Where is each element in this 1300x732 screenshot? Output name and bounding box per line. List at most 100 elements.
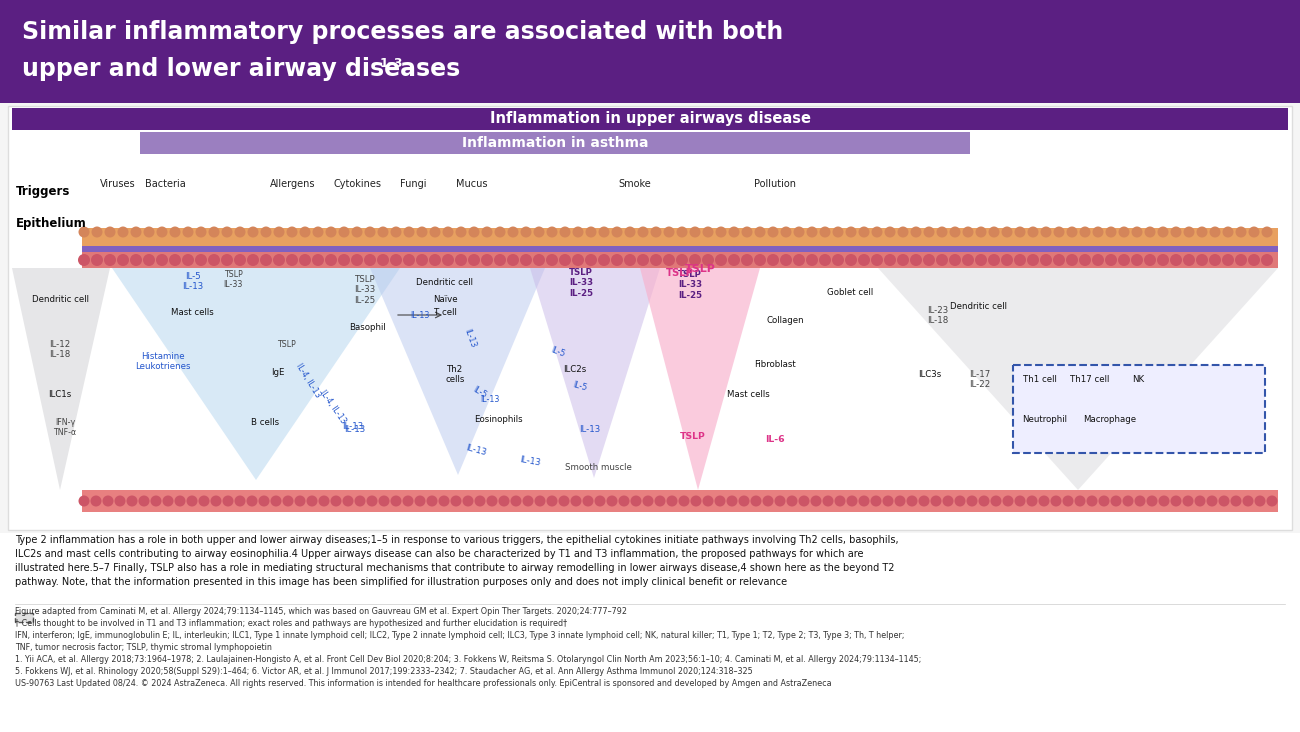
Circle shape: [342, 496, 354, 507]
Circle shape: [1087, 496, 1097, 507]
Circle shape: [650, 226, 662, 237]
Circle shape: [845, 226, 857, 237]
Circle shape: [806, 254, 818, 266]
Circle shape: [624, 254, 636, 266]
Circle shape: [1222, 254, 1234, 266]
Circle shape: [1014, 496, 1026, 507]
Circle shape: [295, 496, 306, 507]
FancyBboxPatch shape: [82, 246, 1278, 252]
Text: Th2
cells: Th2 cells: [446, 365, 464, 384]
Circle shape: [936, 226, 948, 237]
Circle shape: [325, 254, 337, 266]
Circle shape: [104, 254, 116, 266]
Circle shape: [1157, 226, 1169, 237]
Circle shape: [884, 226, 896, 237]
Circle shape: [103, 496, 113, 507]
Circle shape: [1118, 226, 1130, 237]
Circle shape: [1014, 226, 1026, 237]
Circle shape: [954, 496, 966, 507]
Text: Inflammation in asthma: Inflammation in asthma: [462, 136, 649, 150]
Circle shape: [598, 254, 610, 266]
Circle shape: [582, 496, 594, 507]
Circle shape: [174, 496, 186, 507]
Text: Naïve: Naïve: [433, 295, 458, 304]
FancyBboxPatch shape: [12, 108, 1288, 130]
Circle shape: [286, 254, 298, 266]
Polygon shape: [12, 268, 111, 490]
Circle shape: [260, 254, 272, 266]
Text: Th1 cell: Th1 cell: [1023, 375, 1057, 384]
Text: IFN-γ
TNF-α: IFN-γ TNF-α: [53, 418, 77, 438]
Circle shape: [767, 254, 779, 266]
Circle shape: [676, 254, 688, 266]
Text: Mast cells: Mast cells: [170, 308, 213, 317]
Circle shape: [367, 496, 377, 507]
Circle shape: [942, 496, 953, 507]
Circle shape: [979, 496, 989, 507]
Circle shape: [741, 254, 753, 266]
Circle shape: [451, 496, 462, 507]
FancyBboxPatch shape: [0, 0, 1300, 103]
Circle shape: [727, 496, 737, 507]
Circle shape: [624, 226, 636, 237]
Circle shape: [966, 496, 978, 507]
Circle shape: [991, 496, 1001, 507]
Circle shape: [1183, 496, 1193, 507]
Circle shape: [962, 226, 974, 237]
Circle shape: [429, 254, 441, 266]
Circle shape: [259, 496, 269, 507]
Circle shape: [793, 226, 805, 237]
Text: Basophil: Basophil: [350, 323, 386, 332]
Text: Inflammation in upper airways disease: Inflammation in upper airways disease: [490, 111, 810, 127]
Circle shape: [667, 496, 677, 507]
Text: Dendritic cell: Dendritic cell: [416, 278, 473, 287]
Text: Type 2 inflammation has a role in both upper and lower airway diseases;1–5 in re: Type 2 inflammation has a role in both u…: [16, 535, 898, 545]
Circle shape: [1050, 496, 1062, 507]
Circle shape: [594, 496, 606, 507]
Circle shape: [299, 226, 311, 237]
FancyBboxPatch shape: [0, 103, 1300, 533]
Circle shape: [897, 254, 909, 266]
Circle shape: [455, 254, 467, 266]
Text: IgE: IgE: [272, 368, 285, 377]
Circle shape: [780, 226, 792, 237]
Circle shape: [208, 226, 220, 237]
Circle shape: [426, 496, 438, 507]
Circle shape: [169, 254, 181, 266]
Text: Mucus: Mucus: [456, 179, 488, 189]
Circle shape: [1027, 226, 1039, 237]
Circle shape: [195, 254, 207, 266]
Circle shape: [845, 254, 857, 266]
Circle shape: [151, 496, 161, 507]
Circle shape: [571, 496, 581, 507]
Circle shape: [741, 226, 753, 237]
Circle shape: [689, 226, 701, 237]
Circle shape: [1001, 226, 1013, 237]
Text: † Cells thought to be involved in T1 and T3 inflammation; exact roles and pathwa: † Cells thought to be involved in T1 and…: [16, 619, 567, 628]
Text: Smoke: Smoke: [619, 179, 651, 189]
Circle shape: [143, 254, 155, 266]
Circle shape: [793, 254, 805, 266]
Circle shape: [728, 254, 740, 266]
Circle shape: [832, 226, 844, 237]
FancyBboxPatch shape: [82, 252, 1278, 268]
Circle shape: [104, 226, 116, 237]
Circle shape: [750, 496, 762, 507]
Text: IL-13: IL-13: [480, 395, 499, 404]
Circle shape: [338, 254, 350, 266]
FancyBboxPatch shape: [82, 490, 1278, 512]
Text: IL-5: IL-5: [472, 385, 489, 400]
Circle shape: [871, 254, 883, 266]
Text: IL-13: IL-13: [463, 328, 477, 349]
Circle shape: [355, 496, 365, 507]
Circle shape: [780, 254, 792, 266]
FancyBboxPatch shape: [82, 228, 1278, 246]
Circle shape: [585, 254, 597, 266]
Circle shape: [858, 496, 870, 507]
Circle shape: [78, 496, 90, 507]
Text: IL-13: IL-13: [342, 422, 364, 431]
FancyBboxPatch shape: [140, 132, 970, 154]
Circle shape: [642, 496, 654, 507]
Circle shape: [1144, 254, 1156, 266]
Text: TSLP: TSLP: [680, 432, 706, 441]
